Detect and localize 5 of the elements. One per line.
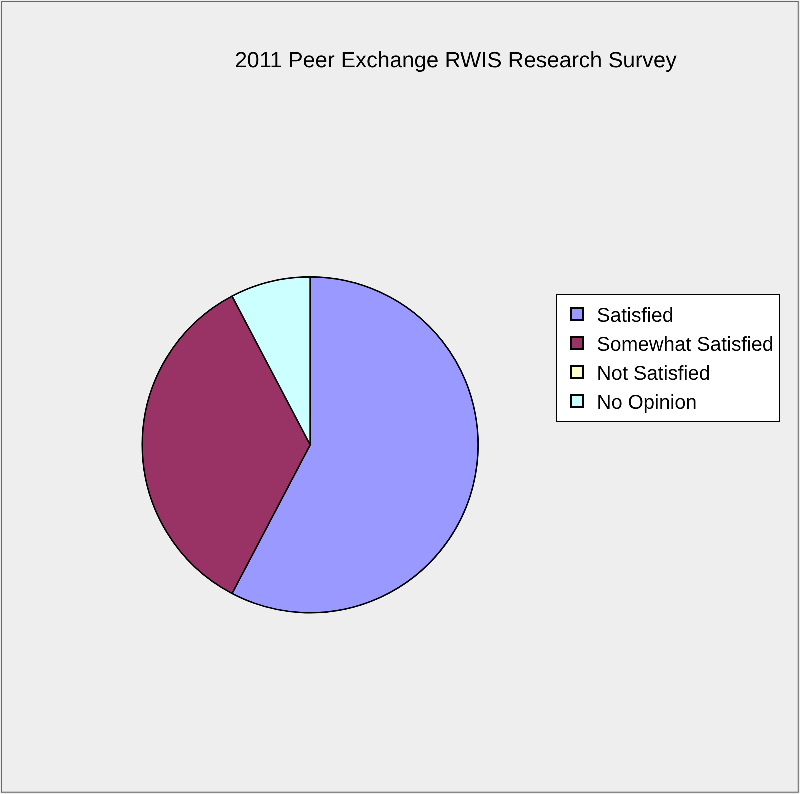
legend-label: Satisfied — [597, 305, 674, 328]
legend-label: Somewhat Satisfied — [597, 334, 774, 356]
legend-label: No Opinion — [597, 392, 698, 414]
legend-label: Not Satisfied — [597, 363, 710, 386]
chart-title: 2011 Peer Exchange RWIS Research Survey — [235, 47, 677, 72]
